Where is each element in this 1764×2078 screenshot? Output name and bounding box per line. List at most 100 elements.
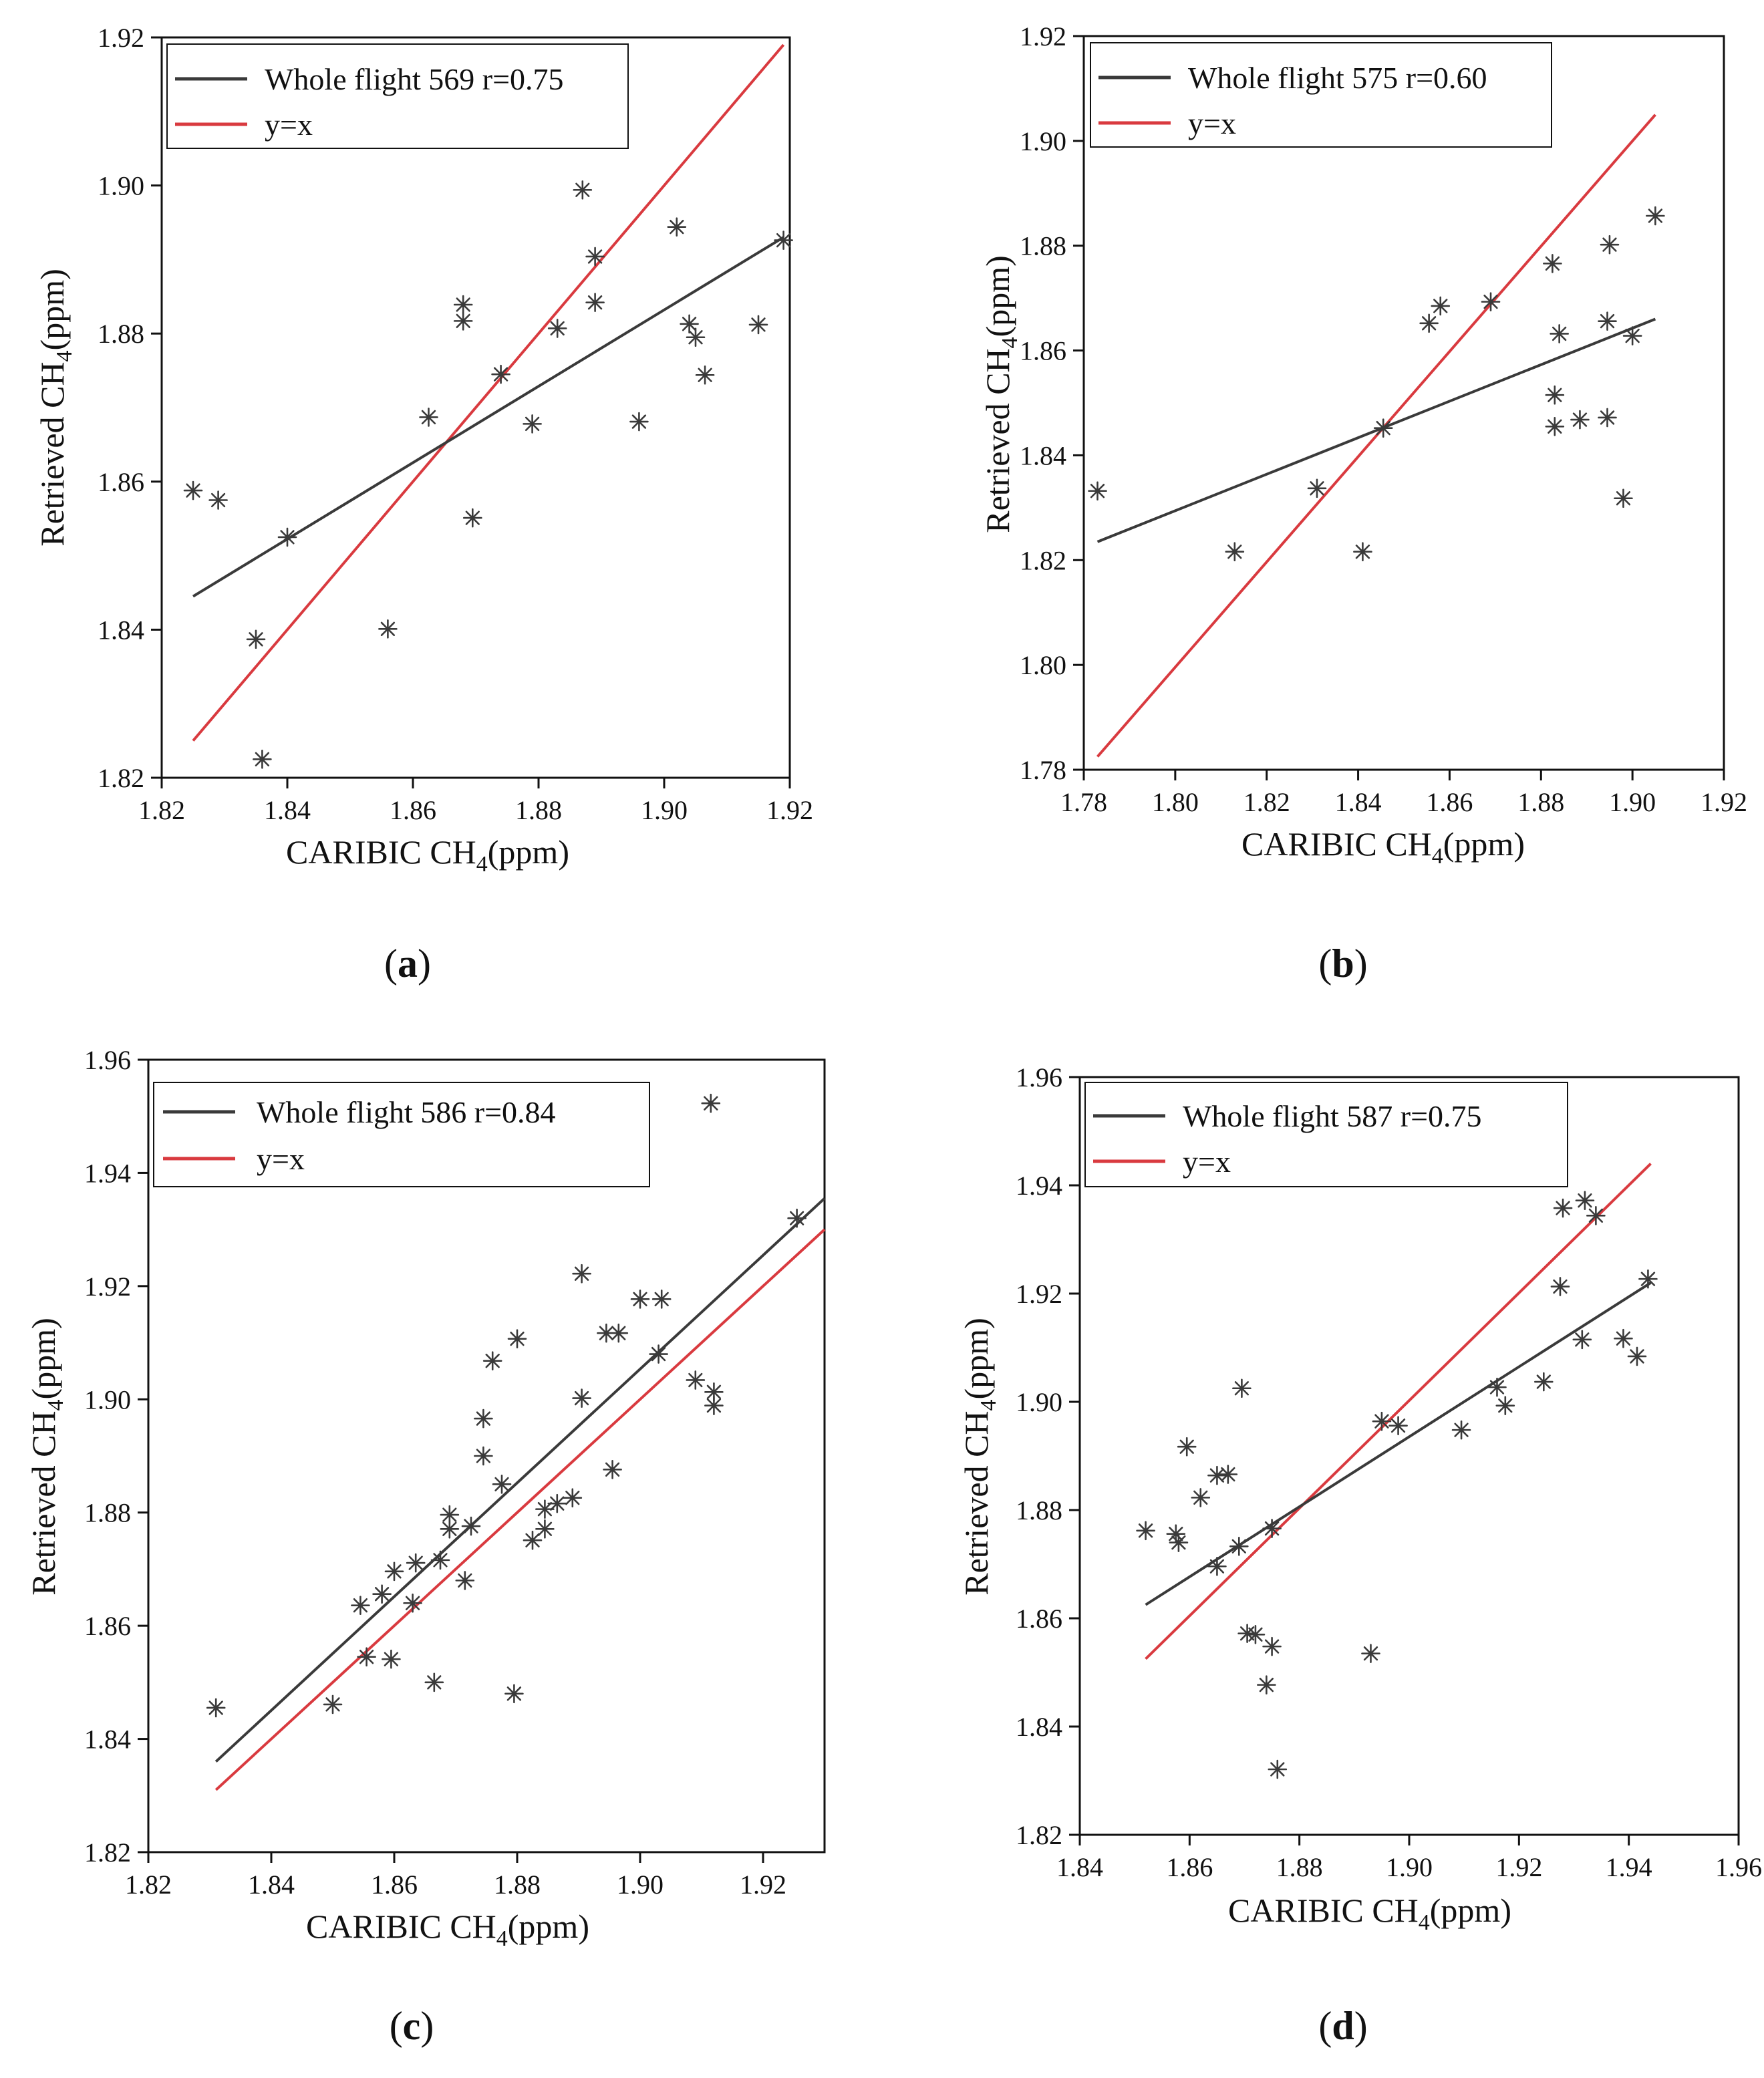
data-point-c-19 — [504, 1684, 524, 1704]
data-point-b-0 — [1088, 481, 1107, 501]
data-point-c-24 — [547, 1493, 567, 1513]
legend-box-a — [166, 43, 629, 149]
data-point-a-11 — [523, 414, 542, 434]
data-point-d-17 — [1372, 1411, 1392, 1431]
y-tick-label-a-2: 1.86 — [98, 467, 144, 497]
data-point-a-7 — [453, 295, 473, 315]
y-tick-label-b-4: 1.86 — [1020, 336, 1066, 366]
data-point-d-7 — [1218, 1465, 1238, 1484]
y-tick-label-b-0: 1.78 — [1020, 755, 1066, 785]
data-point-a-21 — [748, 315, 768, 335]
legend-label-regression-c: Whole flight 586 r=0.84 — [257, 1095, 556, 1129]
data-point-c-30 — [609, 1323, 629, 1343]
identity-line-c — [214, 1228, 826, 1791]
data-point-c-29 — [603, 1460, 622, 1479]
plot-frame-d — [1078, 1076, 1740, 1836]
regression-line-c — [214, 1197, 826, 1763]
legend-c: Whole flight 586 r=0.84 y=x — [153, 1082, 650, 1187]
y-tick-label-a-5: 1.92 — [98, 23, 144, 53]
data-point-c-34 — [686, 1370, 706, 1390]
y-tick-label-b-1: 1.80 — [1020, 650, 1066, 680]
data-point-d-24 — [1553, 1198, 1573, 1218]
legend-a: Whole flight 569 r=0.75 y=x — [166, 43, 629, 149]
y-axis-label-a: Retrieved CH4(ppm) — [33, 269, 77, 547]
x-tick-label-a-4: 1.90 — [641, 795, 688, 825]
data-point-b-12 — [1570, 410, 1590, 430]
data-point-c-17 — [482, 1351, 502, 1370]
x-tick-label-d-3: 1.90 — [1386, 1852, 1433, 1882]
x-tick-label-a-5: 1.92 — [766, 795, 813, 825]
legend-label-identity-a: y=x — [265, 108, 313, 142]
data-point-c-15 — [474, 1408, 493, 1429]
x-tick-label-c-4: 1.90 — [617, 1870, 664, 1900]
y-tick-label-b-3: 1.84 — [1020, 440, 1066, 470]
identity-line-b — [1096, 114, 1656, 758]
data-point-b-11 — [1550, 324, 1569, 343]
data-point-c-20 — [507, 1329, 527, 1348]
data-point-c-18 — [492, 1475, 512, 1494]
y-axis-label-c: Retrieved CH4(ppm) — [25, 1318, 68, 1596]
data-point-c-5 — [382, 1649, 401, 1669]
data-point-a-19 — [686, 327, 706, 347]
data-point-d-8 — [1229, 1536, 1249, 1556]
data-point-c-32 — [651, 1290, 672, 1309]
x-tick-label-d-4: 1.92 — [1495, 1852, 1542, 1882]
x-tick-label-b-2: 1.82 — [1243, 787, 1290, 817]
y-tick-label-a-3: 1.88 — [98, 319, 144, 349]
y-tick-label-a-4: 1.90 — [98, 171, 144, 201]
x-tick-label-b-4: 1.86 — [1426, 787, 1473, 817]
legend-label-regression-d: Whole flight 587 r=0.75 — [1183, 1099, 1482, 1133]
data-point-d-28 — [1614, 1328, 1633, 1348]
data-point-d-23 — [1550, 1277, 1570, 1296]
y-tick-label-d-0: 1.82 — [1016, 1820, 1062, 1850]
data-point-b-10 — [1545, 416, 1565, 436]
x-tick-label-b-1: 1.80 — [1152, 787, 1199, 817]
data-point-c-3 — [357, 1647, 376, 1667]
x-tick-label-c-1: 1.84 — [248, 1870, 295, 1900]
y-tick-label-d-4: 1.90 — [1016, 1387, 1062, 1417]
data-point-b-16 — [1614, 488, 1633, 508]
data-point-c-10 — [430, 1550, 450, 1570]
x-tick-label-d-5: 1.94 — [1606, 1852, 1652, 1882]
x-tick-label-a-2: 1.86 — [390, 795, 436, 825]
data-point-d-30 — [1638, 1269, 1658, 1289]
y-tick-label-a-1: 1.84 — [98, 615, 144, 645]
legend-box-c — [153, 1082, 650, 1187]
data-point-a-15 — [585, 293, 605, 312]
x-tick-label-b-6: 1.90 — [1609, 787, 1656, 817]
x-tick-label-a-0: 1.82 — [138, 795, 185, 825]
legend-box-b — [1090, 42, 1552, 148]
x-tick-label-d-6: 1.96 — [1715, 1852, 1762, 1882]
data-point-c-12 — [440, 1519, 460, 1539]
data-point-a-3 — [253, 750, 272, 769]
data-point-c-6 — [384, 1562, 404, 1582]
panel-label-a: (a) — [384, 941, 431, 986]
data-point-c-23 — [535, 1519, 555, 1539]
data-point-d-16 — [1361, 1644, 1380, 1663]
data-point-a-5 — [378, 619, 398, 639]
y-tick-label-c-2: 1.86 — [84, 1611, 131, 1641]
regression-line-b — [1096, 317, 1656, 543]
data-point-c-1 — [323, 1694, 343, 1715]
legend-label-identity-c: y=x — [257, 1142, 305, 1176]
data-point-c-38 — [787, 1208, 806, 1228]
panel-a: 1.82 1.84 1.86 1.88 1.90 1.92 1.82 1.84 1.86 1.88… — [33, 23, 813, 986]
data-point-d-2 — [1169, 1533, 1189, 1552]
data-point-d-5 — [1207, 1556, 1227, 1576]
data-point-d-22 — [1534, 1372, 1554, 1392]
data-point-a-17 — [667, 217, 687, 237]
x-tick-label-c-2: 1.86 — [371, 1870, 418, 1900]
data-point-a-13 — [573, 180, 593, 200]
data-point-a-1 — [208, 490, 228, 510]
y-tick-label-c-3: 1.88 — [84, 1498, 131, 1528]
data-point-d-12 — [1257, 1675, 1276, 1694]
data-point-d-14 — [1262, 1519, 1282, 1538]
panel-b: 1.78 1.80 1.82 1.84 1.86 1.88 1.90 1.92 1.78 1.80… — [979, 21, 1747, 986]
plot-frame-b — [1082, 35, 1725, 771]
data-point-a-18 — [680, 314, 699, 334]
data-point-d-15 — [1268, 1759, 1288, 1779]
legend-label-identity-b: y=x — [1188, 106, 1236, 140]
data-point-c-26 — [572, 1388, 591, 1408]
y-tick-label-c-0: 1.82 — [84, 1837, 131, 1868]
data-point-d-0 — [1136, 1521, 1155, 1541]
